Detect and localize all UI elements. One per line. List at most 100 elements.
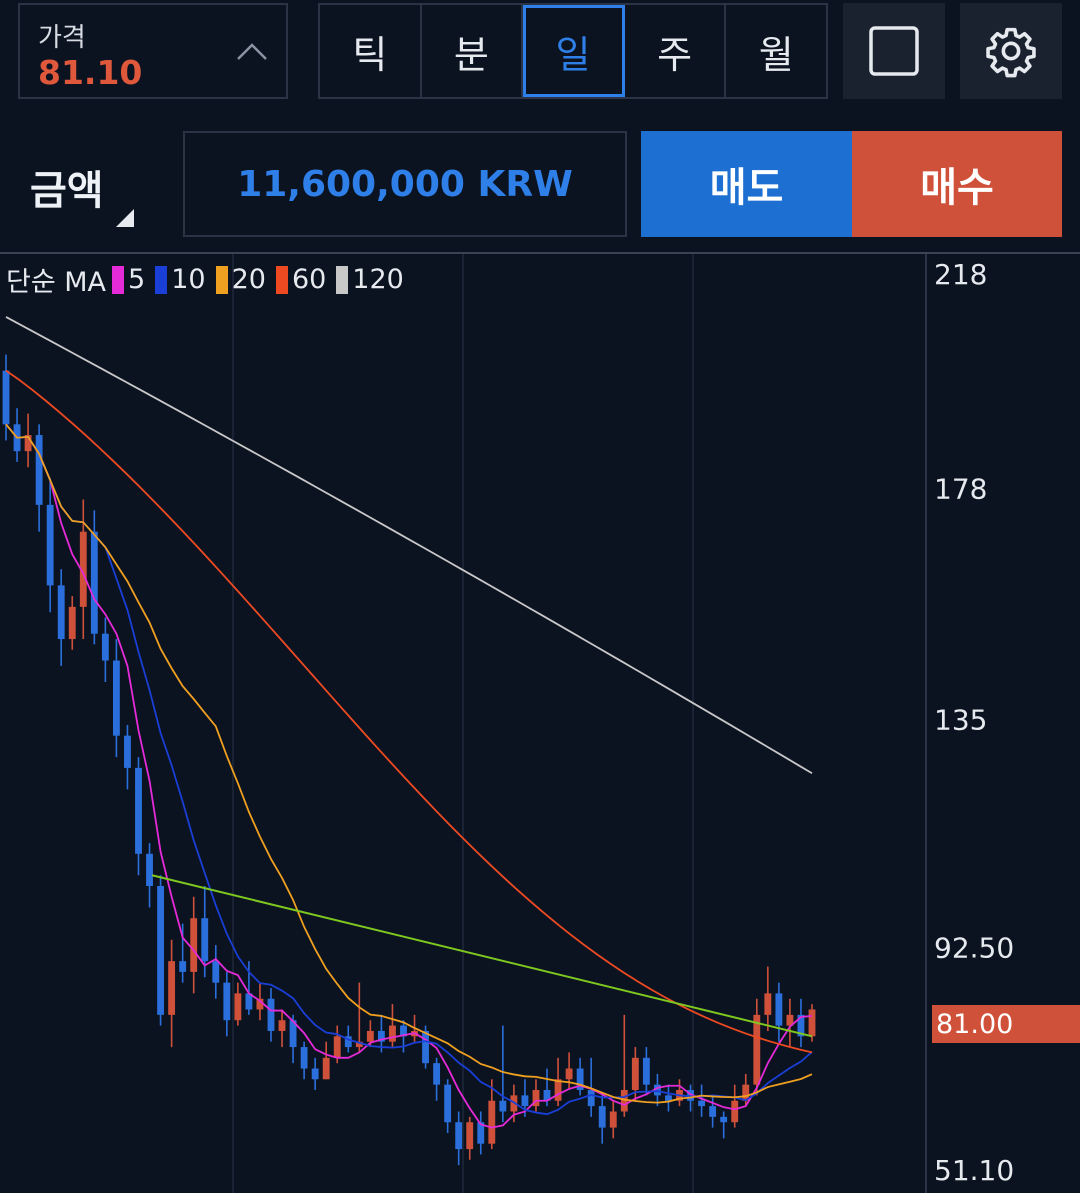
candle-body [35, 435, 43, 505]
candle-body [90, 531, 98, 634]
ma-line-60 [5, 369, 813, 1054]
candle-body [808, 1009, 816, 1037]
candle-body [223, 982, 231, 1021]
candle-body [444, 1084, 452, 1123]
tab-minute[interactable]: 분 [422, 5, 524, 97]
candle-body [179, 961, 187, 972]
candle-body [377, 1030, 385, 1042]
candle-body [532, 1090, 540, 1107]
candle-body [157, 886, 164, 1015]
fullscreen-button[interactable] [843, 3, 945, 99]
candle-body [598, 1106, 606, 1128]
candle-body [267, 998, 275, 1031]
ma-line-20 [5, 423, 813, 1104]
candle-body [488, 1100, 496, 1144]
candle-body [576, 1068, 584, 1091]
divider [0, 252, 1080, 254]
candle-body [698, 1100, 706, 1107]
candle-body [234, 993, 242, 1021]
chevron-up-icon[interactable] [234, 35, 270, 71]
candle-body [355, 1041, 363, 1048]
legend-title: 단순 MA [6, 267, 107, 298]
candle-body [146, 853, 153, 887]
candle-body [344, 1036, 352, 1048]
trendline [151, 874, 813, 1038]
candle-body [477, 1122, 485, 1144]
sell-button[interactable]: 매도 [641, 131, 852, 237]
candle-body [46, 504, 54, 586]
tab-day[interactable]: 일 [523, 5, 625, 97]
candle-body [168, 961, 176, 1015]
legend-item-ma10: 10 [155, 264, 206, 295]
candle-body [455, 1122, 463, 1150]
y-tick-label: 178 [934, 473, 987, 506]
dropdown-corner-icon[interactable] [116, 209, 134, 227]
candle-body [609, 1111, 617, 1128]
candle-body [499, 1100, 507, 1112]
gear-icon [986, 27, 1036, 78]
legend-item-ma60: 60 [275, 264, 326, 295]
candle-body [731, 1100, 739, 1123]
candle-body [322, 1057, 330, 1080]
period-tabs: 틱 분 일 주 월 [318, 3, 828, 99]
candle-body [212, 961, 220, 983]
candle-body [289, 1020, 297, 1048]
price-selector[interactable]: 가격 81.10 [18, 3, 288, 99]
candle-body [2, 370, 10, 425]
candle-body [68, 606, 76, 640]
price-label: 가격 [38, 23, 86, 53]
candle-body [422, 1030, 429, 1064]
tab-month[interactable]: 월 [758, 32, 794, 77]
tab-week[interactable]: 주 [625, 5, 727, 97]
candle-body [366, 1030, 374, 1042]
y-tick-label: 51.10 [934, 1154, 1014, 1187]
candle-body [642, 1057, 650, 1085]
ma-line-10 [5, 423, 813, 1116]
candle-body [620, 1090, 628, 1112]
candle-body [190, 918, 198, 972]
candle-body [521, 1095, 529, 1107]
candle-body [311, 1068, 319, 1080]
buy-button[interactable]: 매수 [852, 131, 1062, 237]
y-tick-label: 92.50 [934, 932, 1014, 965]
current-price-tag: 81.00 [932, 1005, 1080, 1043]
ma-legend: 단순 MA 5 10 20 60 120 [6, 260, 408, 299]
settings-button[interactable] [960, 3, 1062, 99]
price-value: 81.10 [38, 53, 143, 92]
candle-body [665, 1095, 672, 1101]
candle-body [101, 633, 109, 661]
candle-body [543, 1090, 551, 1101]
candle-body [201, 918, 209, 962]
legend-item-ma5: 5 [112, 264, 145, 295]
legend-item-ma20: 20 [215, 264, 266, 295]
amount-label[interactable]: 금액 [30, 168, 104, 214]
candle-body [742, 1084, 750, 1101]
candle-body [278, 1020, 286, 1031]
candle-body [57, 585, 65, 640]
ma-line-5 [5, 423, 813, 1129]
candle-body [300, 1047, 308, 1069]
candlestick-chart[interactable]: 218 178 135 92.50 51.10 [0, 254, 1080, 1193]
candle-body [135, 767, 142, 854]
tab-tick[interactable]: 틱 [320, 5, 422, 97]
candle-body [79, 531, 87, 607]
candle-body [245, 993, 253, 1010]
candle-body [709, 1106, 717, 1117]
amount-input[interactable]: 11,600,000 KRW [183, 131, 627, 237]
candle-body [720, 1116, 728, 1123]
square-icon [869, 26, 919, 76]
legend-item-ma120: 120 [336, 264, 404, 295]
ma-line-120 [5, 316, 813, 775]
candle-body [433, 1063, 441, 1085]
candle-body [654, 1084, 661, 1096]
y-tick-label: 218 [934, 258, 987, 291]
candle-body [256, 998, 264, 1010]
candle-body [24, 435, 32, 452]
candle-body [775, 993, 783, 1026]
candle-body [687, 1090, 694, 1101]
candle-body [565, 1068, 573, 1080]
candle-body [333, 1036, 341, 1058]
candle-body [124, 735, 131, 768]
candle-body [554, 1079, 562, 1101]
candle-body [400, 1025, 407, 1037]
